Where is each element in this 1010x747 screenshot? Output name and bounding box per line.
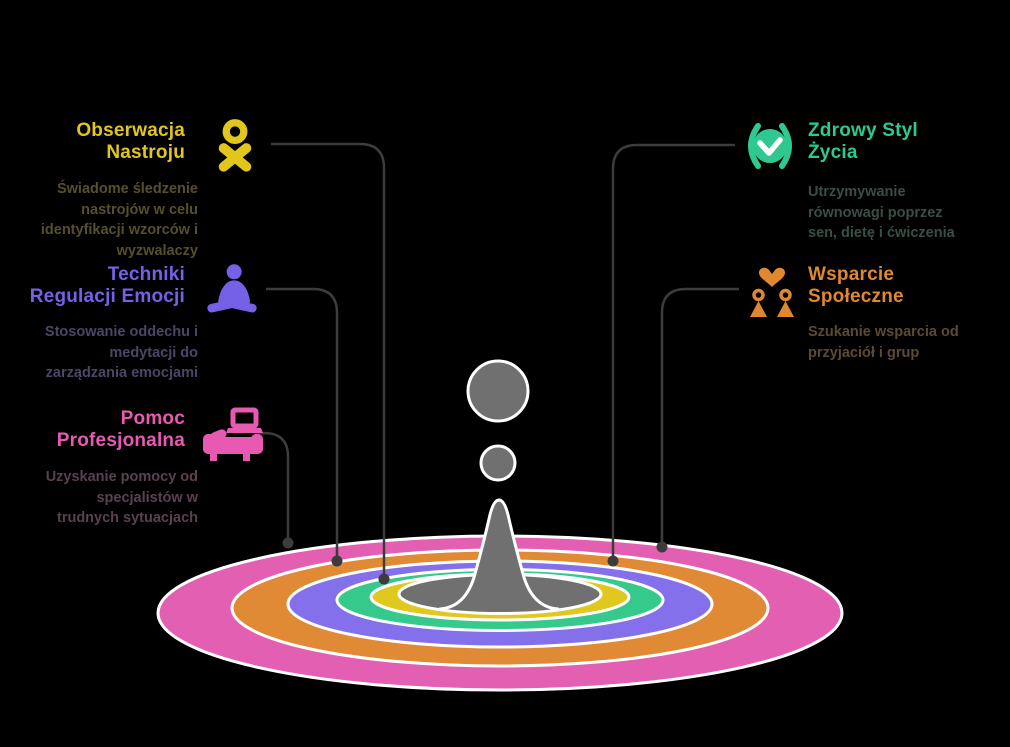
title-professional-help: Pomoc Profesjonalna — [56, 408, 185, 451]
description-healthy-lifestyle: Utrzymywanie równowagi poprzez sen, diet… — [808, 184, 955, 241]
description-professional-help: Uzyskanie pomocy od specjalistów w trudn… — [45, 469, 198, 526]
splash-column — [438, 498, 560, 611]
description-emotion-regulation: Stosowanie oddechu i medytacji do zarząd… — [44, 324, 198, 381]
connector-professional-help — [258, 431, 290, 538]
description-social-support: Szukanie wsparcia od przyjaciół i grup — [808, 324, 959, 361]
connector-emotion-regulation — [266, 287, 339, 556]
people-heart-icon — [750, 267, 794, 317]
meditation-icon — [207, 264, 257, 313]
ok-person-icon — [218, 119, 252, 172]
title-social-support: Wsparcie Społeczne — [808, 264, 904, 307]
connector-dot-green — [607, 555, 619, 567]
connector-mood-observation — [271, 142, 386, 574]
couch-laptop-icon — [203, 407, 263, 461]
connector-dot-yellow — [378, 573, 390, 585]
connector-dot-orange — [656, 541, 668, 553]
connector-dot-purple — [331, 555, 343, 567]
connector-dot-pink — [282, 537, 294, 549]
gauge-icon — [748, 123, 792, 169]
description-mood-observation: Świadome śledzenie nastrojów w celu iden… — [40, 181, 198, 259]
drop-small — [479, 444, 517, 482]
title-emotion-regulation: Techniki Regulacji Emocji — [29, 264, 185, 307]
connector-social-support — [660, 287, 739, 542]
title-healthy-lifestyle: Zdrowy Styl Życia — [808, 120, 918, 163]
connector-healthy-lifestyle — [611, 143, 735, 556]
title-mood-observation: Obserwacja Nastroju — [76, 120, 185, 163]
drop-large — [466, 359, 530, 423]
